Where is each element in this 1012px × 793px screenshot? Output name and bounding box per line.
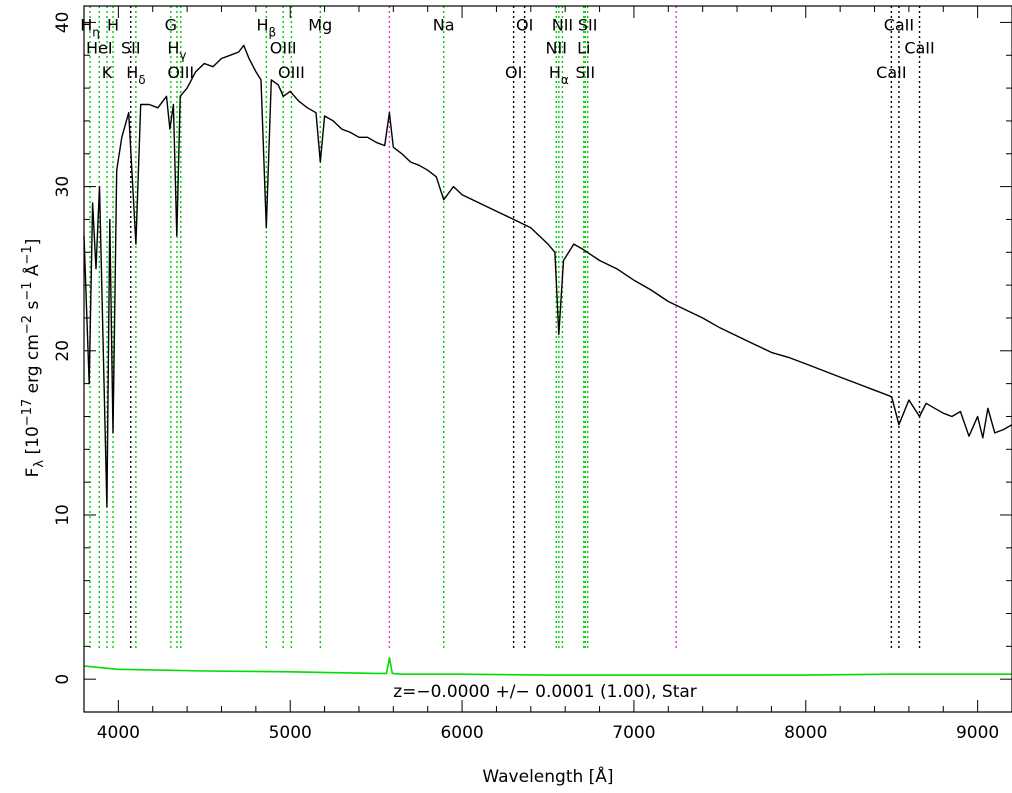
axis-ticks [83, 6, 1012, 712]
line-label-li: Li [577, 39, 590, 58]
y-tick-label: 20 [53, 340, 73, 362]
noise-series [83, 656, 1012, 676]
line-label-oiii: OIII [278, 63, 305, 82]
x-tick-label: 5000 [269, 723, 312, 743]
line-label-mg: Mg [308, 16, 332, 35]
y-axis-title: Fλ [10−17 erg cm−2 s−1 Å−1] [20, 239, 47, 478]
line-label-caii: CaII [876, 63, 906, 82]
line-label-oiii: OIII [270, 39, 297, 58]
line-label-h: Hδ [126, 63, 145, 87]
line-label-h: Hη [80, 16, 100, 40]
line-label-sii: SII [575, 63, 595, 82]
line-label-h: Hβ [256, 16, 276, 40]
x-tick-label: 6000 [440, 723, 483, 743]
y-tick-label: 40 [53, 12, 73, 34]
line-label-oi: OI [505, 63, 522, 82]
x-tick-label: 9000 [956, 723, 999, 743]
x-tick-label: 4000 [97, 723, 140, 743]
line-label-g: G [165, 16, 177, 35]
line-label-nii: NII [552, 16, 573, 35]
y-tick-label: 30 [53, 176, 73, 198]
line-label-caii: CaII [884, 16, 914, 35]
line-label-h: Hγ [167, 39, 186, 63]
x-axis-title: Wavelength [Å] [482, 765, 613, 787]
line-label-h: H [107, 16, 119, 35]
line-label-sii: SII [121, 39, 141, 58]
line-label-nii: NII [546, 39, 567, 58]
line-label-caii: CaII [904, 39, 934, 58]
line-label-h: Hα [549, 63, 569, 87]
spectrum-series [83, 44, 1012, 508]
spectrum-line [83, 44, 1012, 508]
y-tick-label: 0 [53, 674, 73, 685]
plot-frame [83, 5, 1012, 713]
line-label-k: K [102, 63, 113, 82]
line-label-oiii: OIII [167, 63, 194, 82]
line-label-na: Na [433, 16, 455, 35]
plot-border [83, 5, 1012, 713]
line-label-oi: OI [516, 16, 533, 35]
x-tick-label: 7000 [612, 723, 655, 743]
tick-labels: 4000 5000 6000 7000 8000 9000 0 10 20 30 40 [53, 12, 999, 743]
y-tick-label: 10 [53, 504, 73, 526]
x-tick-label: 8000 [784, 723, 827, 743]
redshift-annotation: z=−0.0000 +/− 0.0001 (1.00), Star [393, 682, 697, 702]
noise-line [83, 656, 1012, 676]
reference-lines [89, 6, 921, 650]
line-label-hei: HeI [86, 39, 113, 58]
line-label-sii: SII [578, 16, 598, 35]
